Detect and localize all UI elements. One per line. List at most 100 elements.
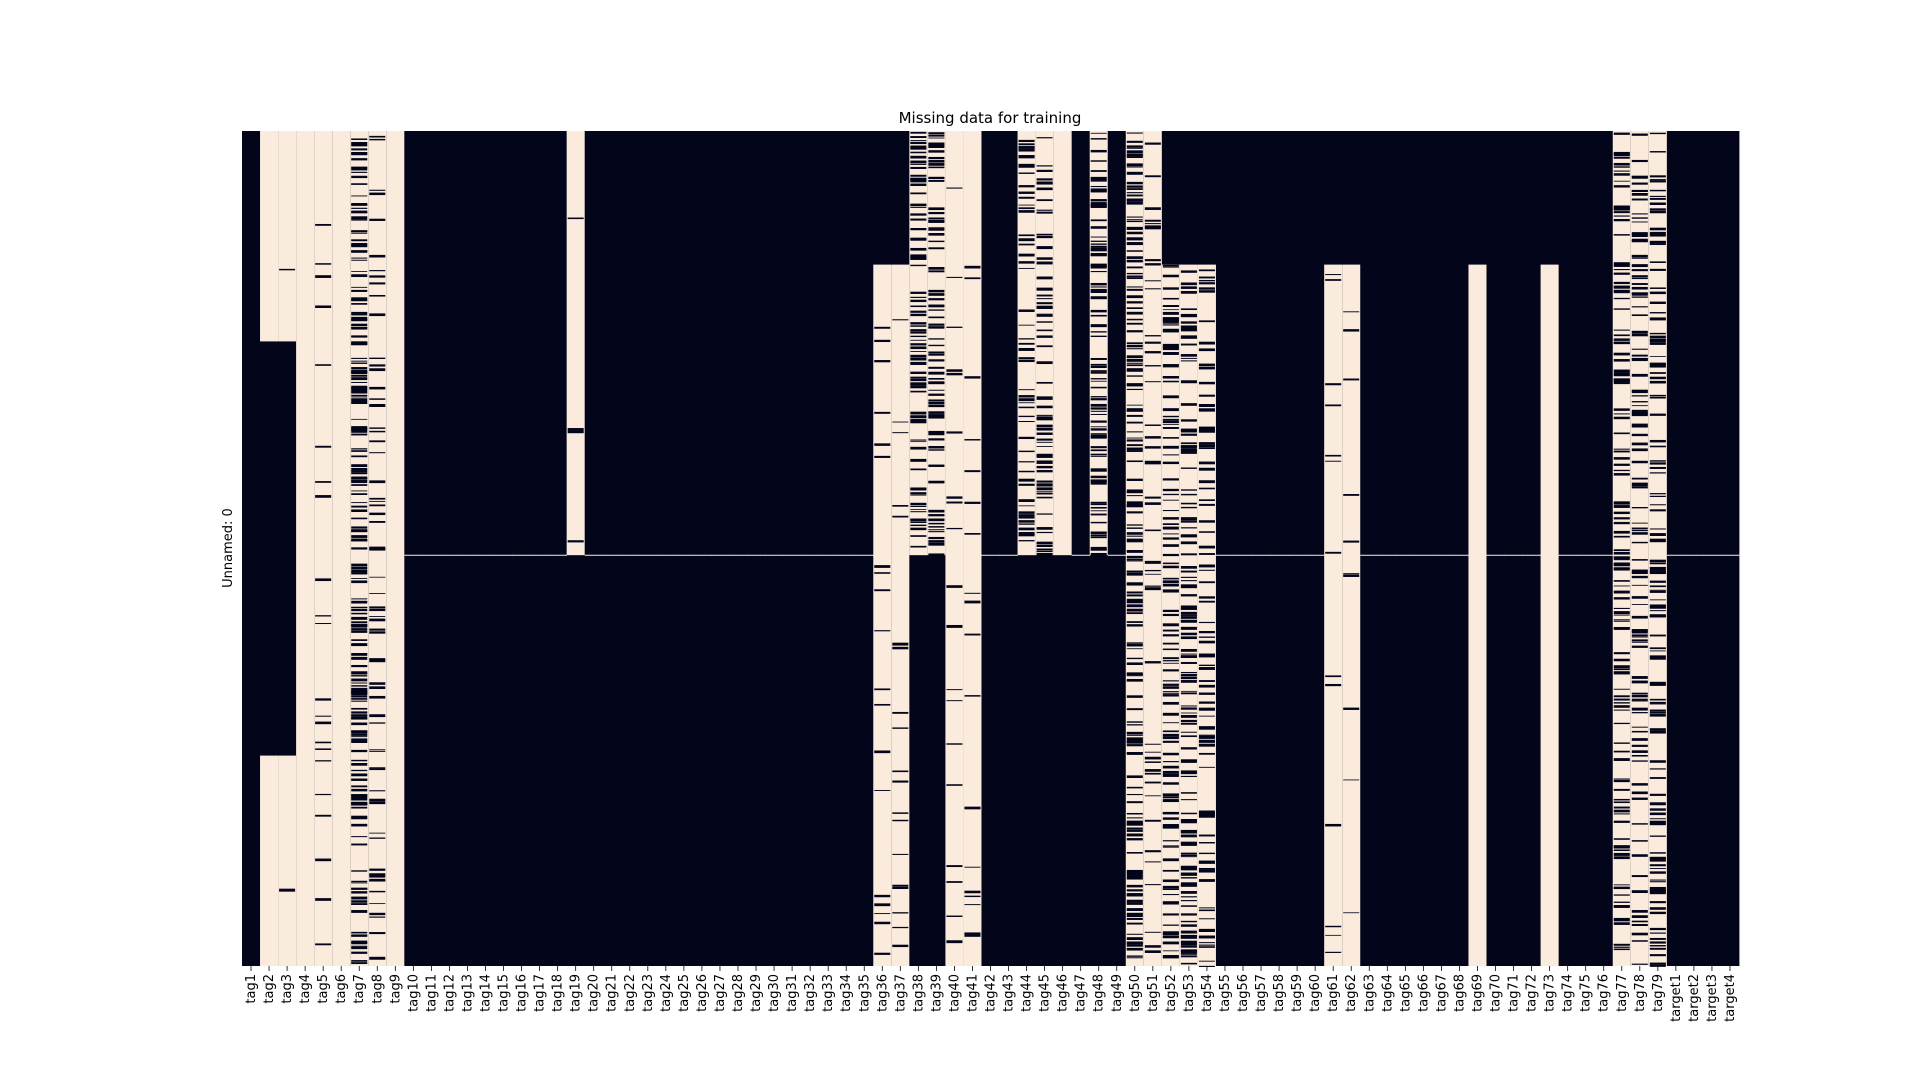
- present-streak: [910, 527, 927, 531]
- present-streak: [1198, 640, 1215, 643]
- present-streak: [1036, 428, 1053, 431]
- present-streak: [351, 326, 368, 330]
- present-streak: [910, 305, 927, 308]
- present-streak: [1649, 818, 1666, 820]
- present-streak: [1126, 145, 1143, 148]
- present-streak: [1018, 523, 1035, 525]
- present-streak: [910, 254, 927, 257]
- present-streak: [928, 323, 945, 326]
- present-streak: [910, 521, 927, 523]
- present-streak: [910, 136, 927, 138]
- present-streak: [1180, 770, 1197, 773]
- heatmap-column-tag33: [819, 131, 838, 966]
- present-streak: [369, 932, 386, 934]
- present-streak: [1162, 662, 1179, 664]
- present-streak: [1180, 360, 1197, 362]
- present-streak: [1018, 420, 1035, 423]
- present-streak: [1631, 604, 1648, 605]
- present-streak: [351, 942, 368, 945]
- present-streak: [1018, 342, 1035, 345]
- present-streak: [1198, 813, 1215, 816]
- present-streak: [1631, 754, 1648, 757]
- present-streak: [1649, 210, 1666, 214]
- present-streak: [369, 254, 386, 258]
- present-streak: [910, 354, 927, 358]
- present-streak: [1144, 381, 1161, 383]
- present-streak: [1126, 295, 1143, 299]
- present-streak: [1162, 347, 1179, 351]
- x-axis-ticks: tag1 tag2 tag3 tag4 tag5 tag6 tag7 tag8 tag9 tag1…: [244, 966, 1738, 1022]
- present-streak: [1126, 608, 1143, 612]
- present-streak: [1180, 712, 1197, 714]
- present-streak: [351, 773, 368, 775]
- present-streak: [1631, 584, 1648, 586]
- present-streak: [1613, 551, 1630, 555]
- present-streak: [910, 214, 927, 216]
- present-streak: [928, 327, 945, 329]
- present-streak: [1018, 516, 1035, 519]
- present-streak: [1090, 434, 1107, 438]
- heatmap-column-tag63: [1360, 131, 1379, 966]
- x-tick-label: tag63: [1362, 974, 1377, 1012]
- present-streak: [1631, 707, 1648, 711]
- present-streak: [1126, 532, 1143, 535]
- present-streak: [1631, 923, 1648, 927]
- present-streak: [1090, 243, 1107, 245]
- present-streak: [1162, 580, 1179, 584]
- present-streak: [1631, 482, 1648, 484]
- present-streak: [1180, 313, 1197, 316]
- heatmap-column-tag18: [548, 131, 568, 966]
- present-streak: [351, 242, 368, 246]
- present-streak: [928, 211, 945, 215]
- present-streak: [1162, 648, 1179, 651]
- present-streak: [1631, 286, 1648, 290]
- present-streak: [1198, 680, 1215, 682]
- present-streak: [1180, 321, 1197, 324]
- present-streak: [1613, 211, 1630, 214]
- missing-row-line: [1558, 554, 1578, 556]
- present-streak: [1649, 879, 1666, 881]
- present-streak: [1162, 437, 1179, 439]
- present-streak: [946, 527, 963, 530]
- x-tick-label: tag74: [1561, 974, 1576, 1012]
- present-streak: [1126, 933, 1143, 935]
- present-streak: [1180, 632, 1197, 636]
- present-streak: [1090, 370, 1107, 372]
- present-streak: [1090, 470, 1107, 472]
- present-streak: [1090, 240, 1107, 242]
- present-streak: [1162, 913, 1179, 916]
- present-streak: [369, 659, 386, 663]
- present-streak: [1162, 423, 1179, 425]
- present-streak: [1180, 506, 1197, 509]
- present-streak: [1613, 522, 1630, 525]
- heatmap-column-tag1: [242, 131, 261, 966]
- present-streak: [1198, 727, 1215, 730]
- present-streak: [351, 357, 368, 359]
- present-streak: [1162, 793, 1179, 796]
- present-streak: [1162, 811, 1179, 815]
- present-streak: [1126, 140, 1143, 143]
- present-streak: [1126, 383, 1143, 387]
- x-tick-label: tag53: [1182, 974, 1197, 1012]
- present-streak: [1180, 883, 1197, 887]
- x-tick-label: tag32: [803, 974, 818, 1012]
- present-streak: [369, 313, 386, 317]
- present-streak: [964, 934, 981, 937]
- present-streak: [874, 688, 891, 691]
- present-streak: [910, 419, 927, 422]
- present-streak: [369, 270, 386, 272]
- present-streak: [1162, 799, 1179, 803]
- present-streak: [1162, 885, 1179, 889]
- present-streak: [1631, 296, 1648, 298]
- present-streak: [1613, 709, 1630, 711]
- present-streak: [1018, 532, 1035, 535]
- present-streak: [1631, 797, 1648, 800]
- present-streak: [1090, 324, 1107, 327]
- missing-row-line: [422, 554, 441, 556]
- present-streak: [892, 944, 909, 948]
- missing-row-line: [1504, 554, 1523, 556]
- present-streak: [1649, 945, 1666, 947]
- present-streak: [910, 204, 927, 206]
- present-streak: [1036, 178, 1053, 181]
- present-streak: [1613, 432, 1630, 435]
